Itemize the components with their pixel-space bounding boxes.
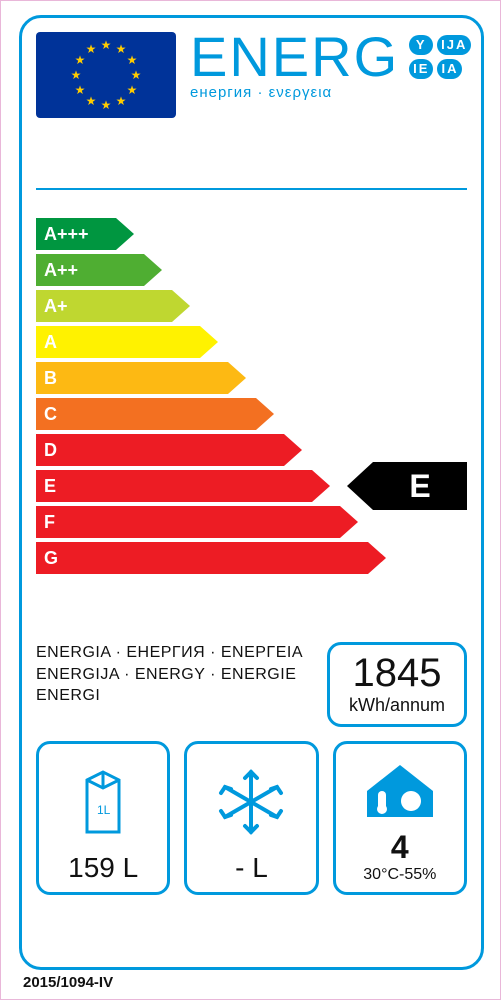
climate-class-box: 4 30°C-55% [333,741,467,895]
climate-class-value: 4 [391,829,409,866]
pill-ie: IE [409,59,433,79]
eu-star-icon: ★ [101,38,112,52]
freezer-volume-box: - L [184,741,318,895]
snowflake-icon [191,752,311,852]
rating-arrow: E [347,462,467,510]
energ-title: ENERG [190,32,399,82]
eu-star-icon: ★ [131,68,142,82]
energy-lang-line: ENERGIA · ЕНЕРГИЯ · ΕΝΕΡΓΕΙΑ [36,642,317,664]
eu-star-icon: ★ [75,83,86,97]
milk-carton-icon: 1L [43,752,163,852]
freezer-volume-value: - L [235,852,268,884]
pill-ia: IA [437,59,462,79]
eu-star-icon: ★ [127,53,138,67]
efficiency-scale: A+++A++A+ABCDEFGE [36,218,467,614]
class-arrow-Aplusplus: A++ [36,254,162,286]
bottom-row: 1L 159 L [36,741,467,895]
eu-star-icon: ★ [127,83,138,97]
class-arrow-A: A [36,326,218,358]
class-arrow-G: G [36,542,386,574]
annual-consumption-box: 1845 kWh/annum [327,642,467,727]
energ-subtitle: енергия · ενεργεια [190,84,471,101]
climate-house-icon [340,752,460,829]
consumption-value: 1845 [353,653,442,693]
class-arrow-Aplusplusplus: A+++ [36,218,134,250]
eu-star-icon: ★ [71,68,82,82]
energy-label-frame: ★★★★★★★★★★★★ ENERG Y IJA IE IA енергия ·… [19,15,484,970]
energ-block: ENERG Y IJA IE IA енергия · ενεργεια [190,32,471,101]
class-arrow-C: C [36,398,274,430]
class-arrow-D: D [36,434,302,466]
pill-ija: IJA [437,35,471,55]
eu-star-icon: ★ [116,42,127,56]
fridge-volume-value: 159 L [68,852,138,884]
class-arrow-B: B [36,362,246,394]
climate-range: 30°C-55% [363,866,436,884]
eu-star-icon: ★ [86,42,97,56]
header-divider [36,188,467,190]
eu-star-icon: ★ [86,94,97,108]
fridge-volume-box: 1L 159 L [36,741,170,895]
eu-star-icon: ★ [75,53,86,67]
class-arrow-E: E [36,470,330,502]
energ-title-row: ENERG Y IJA IE IA [190,32,471,82]
energ-suffix-pills: Y IJA IE IA [409,35,471,79]
class-arrow-F: F [36,506,358,538]
header: ★★★★★★★★★★★★ ENERG Y IJA IE IA енергия ·… [36,32,467,124]
regulation-code: 2015/1094-IV [23,974,113,991]
carton-1l-text: 1L [97,803,111,817]
energy-multilang: ENERGIA · ЕНЕРГИЯ · ΕΝΕΡΓΕΙΑ ENERGIJA · … [36,642,317,727]
consumption-unit: kWh/annum [349,695,445,716]
eu-star-icon: ★ [101,98,112,112]
energy-lang-line: ENERGIJA · ENERGY · ENERGIE [36,664,317,686]
mid-row: ENERGIA · ЕНЕРГИЯ · ΕΝΕΡΓΕΙΑ ENERGIJA · … [36,642,467,727]
eu-star-icon: ★ [116,94,127,108]
pill-y: Y [409,35,433,55]
eu-flag-icon: ★★★★★★★★★★★★ [36,32,176,118]
energy-lang-line: ENERGI [36,685,317,707]
class-arrow-Aplus: A+ [36,290,190,322]
